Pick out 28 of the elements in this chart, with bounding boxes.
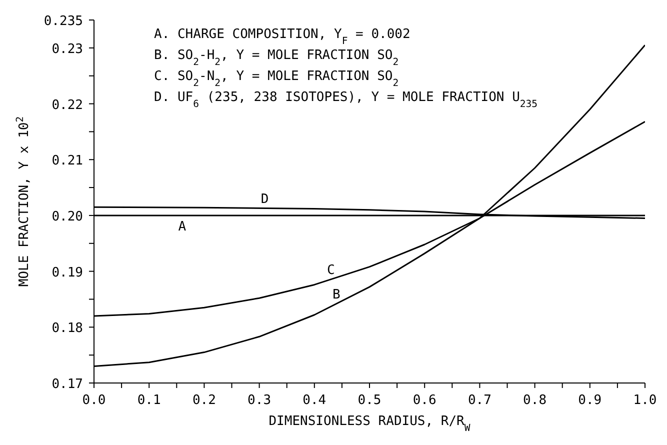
x-tick-label: 0.4 [302,393,326,408]
x-tick-label: 0.1 [137,393,161,408]
y-tick-label: 0.22 [52,98,83,113]
annotation: C [327,263,335,278]
annotation: D [260,192,269,208]
x-tick-label: 0.3 [248,393,272,408]
annotation: C. SO$_{2}$-N$_{2}$, Y = MOLE FRACTION SO$_{2}$ [154,69,399,88]
x-tick-label: 0.9 [578,393,602,408]
annotation: A [178,219,186,234]
x-tick-label: 0.8 [523,393,547,408]
annotation: B [332,288,341,303]
y-tick-label: 0.17 [52,377,83,392]
y-tick-label: 0.21 [52,154,83,169]
x-tick-label: 0.6 [412,393,436,408]
y-tick-label: 0.235 [44,14,83,29]
x-axis-title: DIMENSIONLESS RADIUS, R/R$_{W}$ [268,414,470,434]
x-tick-label: 0.0 [82,393,106,408]
annotation: B. SO$_{2}$-H$_{2}$, Y = MOLE FRACTION SO$_{2}$ [154,48,399,68]
y-tick-label: 0.19 [52,265,83,280]
x-tick-label: 1.0 [633,393,657,408]
annotation: A. CHARGE COMPOSITION, Y$_{F}$ = 0.002 [154,27,410,46]
x-tick-label: 0.7 [468,393,492,408]
y-tick-label: 0.20 [52,209,83,224]
x-tick-label: 0.5 [358,393,382,408]
y-tick-label: 0.23 [52,42,83,57]
annotation: D. UF$_{6}$ (235, 238 ISOTOPES), Y = MOLE FRACTION U$_{235}$ [154,90,538,110]
x-tick-label: 0.2 [192,393,216,408]
y-tick-label: 0.18 [52,321,83,336]
